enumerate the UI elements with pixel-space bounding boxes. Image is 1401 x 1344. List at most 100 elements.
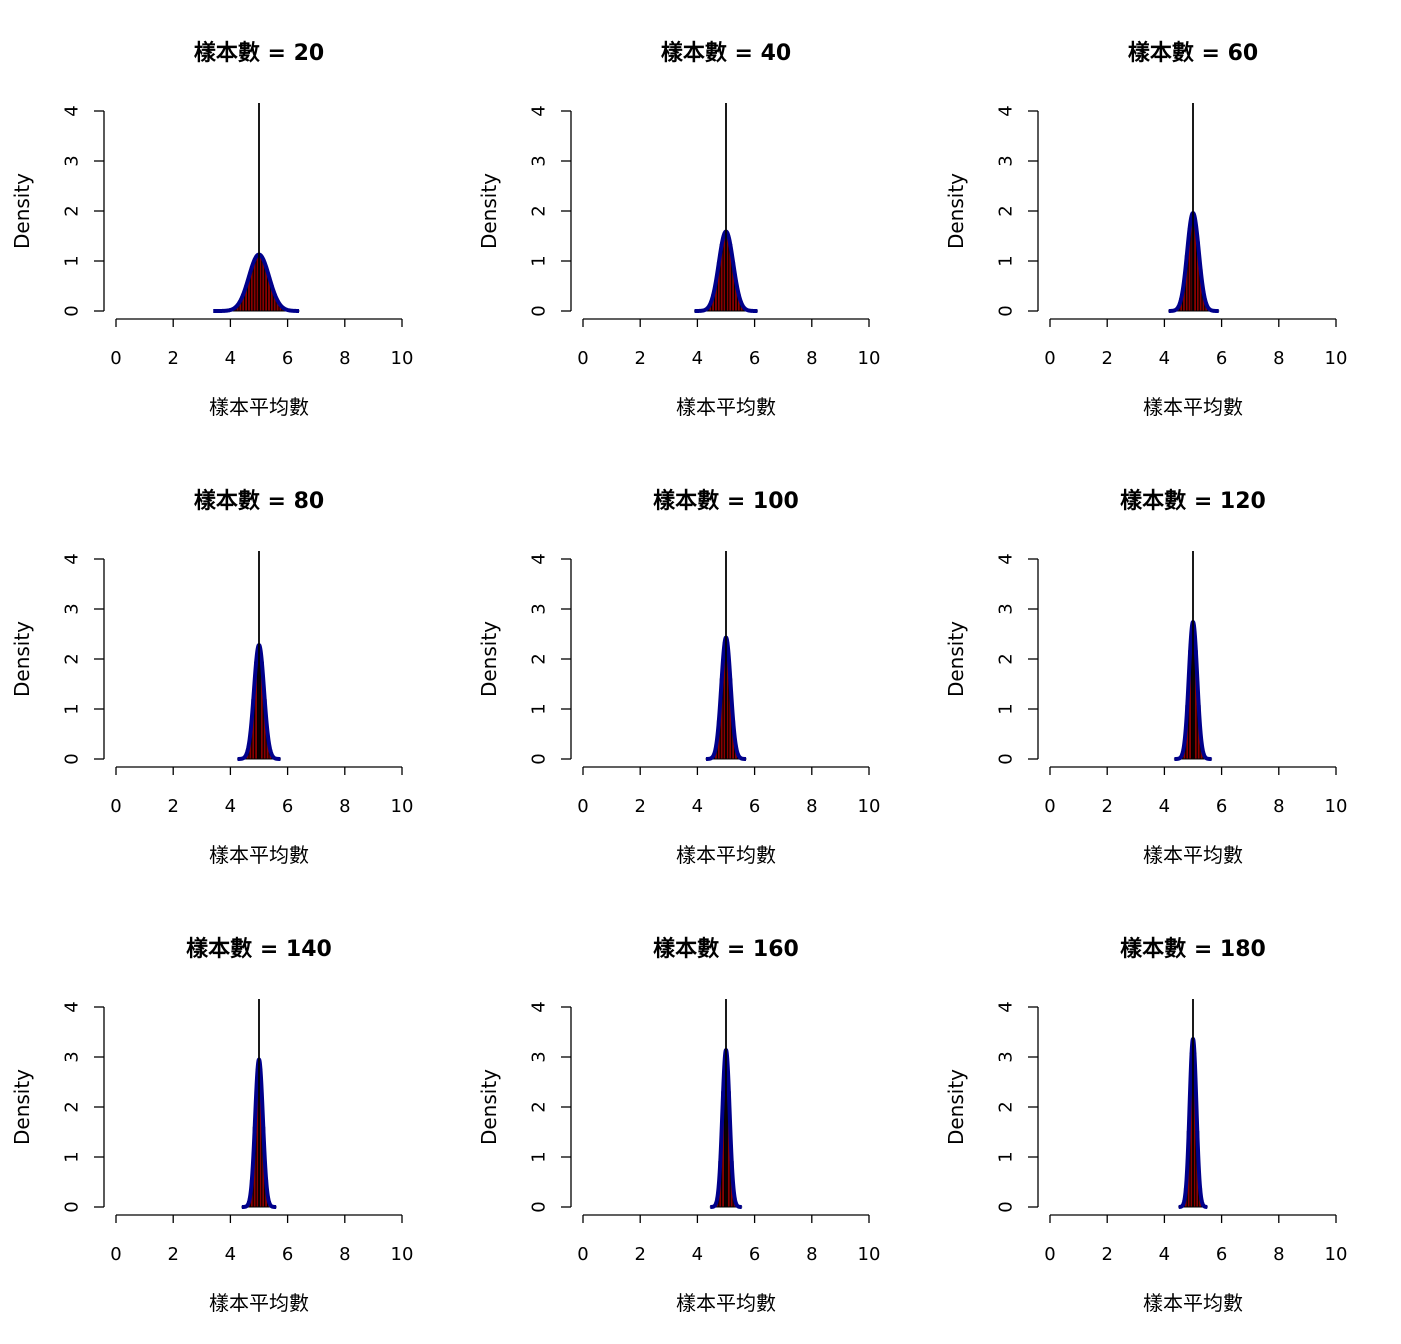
x-tick-label: 4 bbox=[225, 348, 236, 369]
panel-title: 樣本數 = 80 bbox=[194, 488, 324, 514]
x-tick-label: 8 bbox=[339, 796, 350, 817]
y-tick-label: 1 bbox=[62, 255, 83, 266]
y-tick-label: 0 bbox=[62, 305, 83, 316]
y-axis-label: Density bbox=[944, 1069, 968, 1145]
y-axis-label: Density bbox=[477, 173, 501, 249]
x-axis: 0 2 4 6 8 10 bbox=[577, 766, 880, 817]
x-tick-label: 10 bbox=[391, 796, 414, 817]
x-tick-label: 2 bbox=[634, 348, 645, 369]
x-axis-label: 樣本平均數 bbox=[209, 395, 309, 419]
x-axis-label: 樣本平均數 bbox=[1143, 843, 1243, 867]
panel-title: 樣本數 = 140 bbox=[186, 936, 332, 962]
x-tick-label: 8 bbox=[1273, 796, 1284, 817]
x-tick-label: 10 bbox=[391, 348, 414, 369]
x-tick-label: 0 bbox=[110, 1244, 121, 1265]
y-axis-label: Density bbox=[10, 1069, 34, 1145]
y-tick-label: 4 bbox=[529, 105, 550, 116]
x-axis-label: 樣本平均數 bbox=[209, 1291, 309, 1315]
y-tick-label: 1 bbox=[529, 703, 550, 714]
x-axis-label: 樣本平均數 bbox=[1143, 395, 1243, 419]
x-axis-label: 樣本平均數 bbox=[676, 1291, 776, 1315]
panel-title: 樣本數 = 100 bbox=[653, 488, 799, 514]
x-tick-label: 10 bbox=[858, 1244, 881, 1265]
y-tick-label: 2 bbox=[529, 205, 550, 216]
x-tick-label: 2 bbox=[634, 796, 645, 817]
y-tick-label: 0 bbox=[529, 1201, 550, 1212]
x-tick-label: 0 bbox=[110, 796, 121, 817]
x-tick-label: 4 bbox=[692, 348, 703, 369]
x-tick-label: 0 bbox=[1044, 1244, 1055, 1265]
y-axis: 0 1 2 3 4 bbox=[62, 105, 105, 317]
y-tick-label: 3 bbox=[996, 603, 1017, 614]
y-tick-label: 1 bbox=[996, 703, 1017, 714]
y-axis-label: Density bbox=[477, 621, 501, 697]
y-tick-label: 0 bbox=[62, 1201, 83, 1212]
y-tick-label: 0 bbox=[996, 753, 1017, 764]
panel-title: 樣本數 = 20 bbox=[194, 40, 324, 66]
x-axis-label: 樣本平均數 bbox=[676, 395, 776, 419]
x-tick-label: 2 bbox=[634, 1244, 645, 1265]
y-axis: 0 1 2 3 4 bbox=[996, 105, 1039, 317]
y-tick-label: 0 bbox=[529, 305, 550, 316]
y-tick-label: 3 bbox=[996, 155, 1017, 166]
x-tick-label: 6 bbox=[1216, 1244, 1227, 1265]
x-tick-label: 6 bbox=[749, 1244, 760, 1265]
x-tick-label: 0 bbox=[577, 796, 588, 817]
x-tick-label: 4 bbox=[692, 1244, 703, 1265]
y-tick-label: 3 bbox=[529, 155, 550, 166]
x-axis: 0 2 4 6 8 10 bbox=[110, 766, 414, 817]
y-tick-label: 2 bbox=[62, 1101, 83, 1112]
x-tick-label: 8 bbox=[1273, 348, 1284, 369]
x-tick-label: 6 bbox=[1216, 796, 1227, 817]
x-tick-label: 8 bbox=[339, 348, 350, 369]
panel-title: 樣本數 = 60 bbox=[1128, 40, 1258, 66]
x-tick-label: 0 bbox=[110, 348, 121, 369]
x-tick-label: 8 bbox=[806, 796, 817, 817]
y-tick-label: 2 bbox=[529, 653, 550, 664]
y-tick-label: 1 bbox=[62, 1151, 83, 1162]
x-tick-label: 10 bbox=[858, 348, 881, 369]
panel-2: 樣本數 = 40 0 2 4 6 8 10 樣本平均數 0 1 2 3 4 Density bbox=[477, 40, 880, 419]
y-axis-label: Density bbox=[10, 621, 34, 697]
y-tick-label: 3 bbox=[529, 1051, 550, 1062]
x-tick-label: 8 bbox=[806, 1244, 817, 1265]
x-tick-label: 10 bbox=[1325, 348, 1348, 369]
y-tick-label: 0 bbox=[529, 753, 550, 764]
y-axis-label: Density bbox=[944, 621, 968, 697]
x-tick-label: 2 bbox=[1101, 796, 1112, 817]
y-tick-label: 2 bbox=[996, 205, 1017, 216]
y-tick-label: 4 bbox=[996, 105, 1017, 116]
panel-9: 樣本數 = 180 0 2 4 6 8 10 樣本平均數 0 1 2 3 4 Density bbox=[944, 936, 1347, 1315]
y-tick-label: 4 bbox=[62, 553, 83, 564]
y-axis-label: Density bbox=[477, 1069, 501, 1145]
y-tick-label: 1 bbox=[529, 255, 550, 266]
x-axis: 0 2 4 6 8 10 bbox=[577, 318, 881, 369]
x-tick-label: 0 bbox=[577, 348, 588, 369]
x-axis-label: 樣本平均數 bbox=[1143, 1291, 1243, 1315]
x-axis: 0 2 4 6 8 10 bbox=[1044, 766, 1347, 817]
x-tick-label: 2 bbox=[167, 1244, 178, 1265]
panel-title: 樣本數 = 180 bbox=[1120, 936, 1266, 962]
y-tick-label: 4 bbox=[996, 553, 1017, 564]
y-tick-label: 0 bbox=[996, 1201, 1017, 1212]
y-tick-label: 3 bbox=[996, 1051, 1017, 1062]
x-tick-label: 8 bbox=[1273, 1244, 1284, 1265]
y-axis-label: Density bbox=[10, 173, 34, 249]
y-axis: 0 1 2 3 4 bbox=[529, 553, 572, 765]
y-tick-label: 1 bbox=[529, 1151, 550, 1162]
x-tick-label: 6 bbox=[749, 796, 760, 817]
y-tick-label: 2 bbox=[529, 1101, 550, 1112]
y-tick-label: 4 bbox=[529, 553, 550, 564]
y-tick-label: 1 bbox=[996, 255, 1017, 266]
panel-7: 樣本數 = 140 0 2 4 6 8 10 樣本平均數 0 1 2 3 4 Density bbox=[10, 936, 413, 1315]
x-axis: 0 2 4 6 8 10 bbox=[1044, 1214, 1347, 1265]
x-axis: 0 2 4 6 8 10 bbox=[110, 318, 414, 369]
x-tick-label: 2 bbox=[167, 348, 178, 369]
y-tick-label: 3 bbox=[62, 1051, 83, 1062]
x-tick-label: 10 bbox=[391, 1244, 414, 1265]
y-axis: 0 1 2 3 4 bbox=[529, 1001, 572, 1213]
x-axis-label: 樣本平均數 bbox=[676, 843, 776, 867]
y-axis: 0 1 2 3 4 bbox=[62, 553, 105, 765]
x-tick-label: 2 bbox=[1101, 348, 1112, 369]
y-tick-label: 4 bbox=[529, 1001, 550, 1012]
